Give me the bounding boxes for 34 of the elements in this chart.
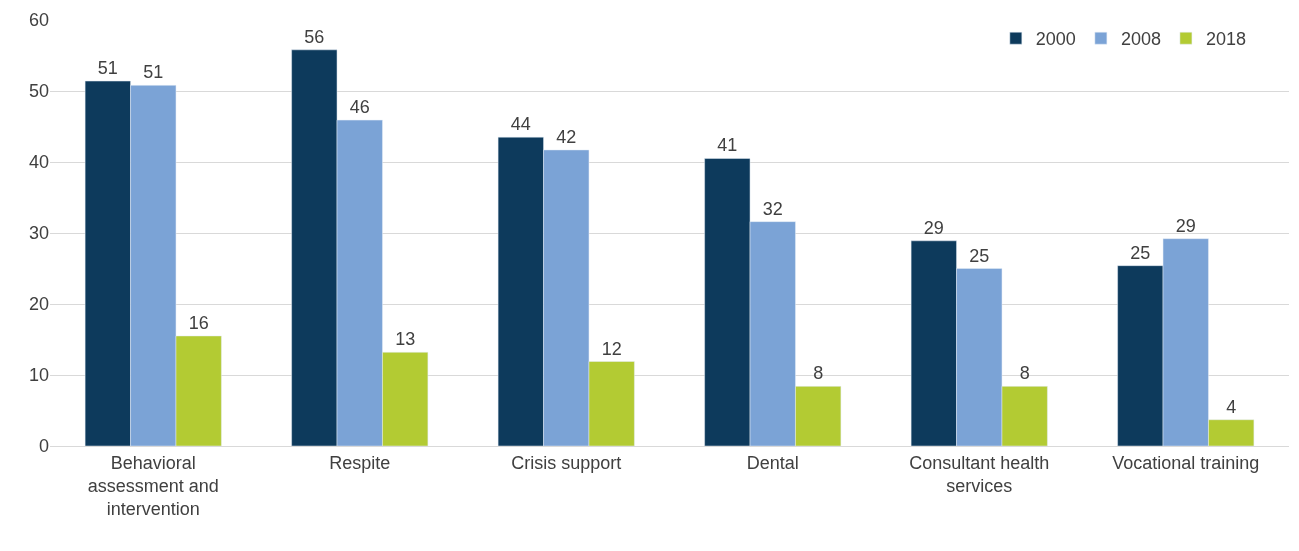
data-label: 29 [1175, 215, 1196, 236]
data-label: 13 [395, 329, 416, 350]
data-label: 16 [188, 312, 209, 333]
data-label: 51 [97, 58, 118, 79]
data-label: 56 [304, 26, 325, 47]
data-label: 25 [1130, 242, 1151, 263]
x-tick-label: Crisis support [511, 452, 622, 473]
data-label: 25 [969, 245, 990, 266]
legend-label: 2018 [1205, 29, 1246, 50]
y-tick-label: 30 [28, 223, 49, 244]
x-tick-label: Respite [329, 452, 391, 473]
y-tick-label: 50 [28, 81, 49, 102]
y-tick-label: 0 [38, 436, 49, 457]
y-tick-label: 40 [28, 152, 49, 173]
legend-label: 2000 [1035, 29, 1076, 50]
x-tick-label: Behavioral assessment and intervention [87, 452, 219, 520]
data-label: 46 [349, 97, 370, 118]
data-label: 42 [556, 126, 577, 147]
x-tick-label: Dental [746, 452, 799, 473]
data-label: 8 [813, 363, 824, 384]
y-tick-label: 10 [28, 365, 49, 386]
y-tick-label: 20 [28, 294, 49, 315]
data-label: 12 [601, 338, 622, 359]
legend-label: 2008 [1120, 29, 1161, 50]
x-tick-label: Consultant health services [909, 452, 1050, 496]
data-label: 51 [143, 62, 164, 83]
data-label: 29 [923, 217, 944, 238]
data-label: 41 [717, 135, 738, 156]
x-tick-label: Vocational training [1112, 452, 1260, 473]
y-tick-label: 60 [28, 10, 49, 31]
data-label: 8 [1019, 363, 1030, 384]
data-label: 4 [1226, 396, 1237, 417]
data-label: 44 [510, 114, 531, 135]
data-label: 32 [762, 198, 783, 219]
